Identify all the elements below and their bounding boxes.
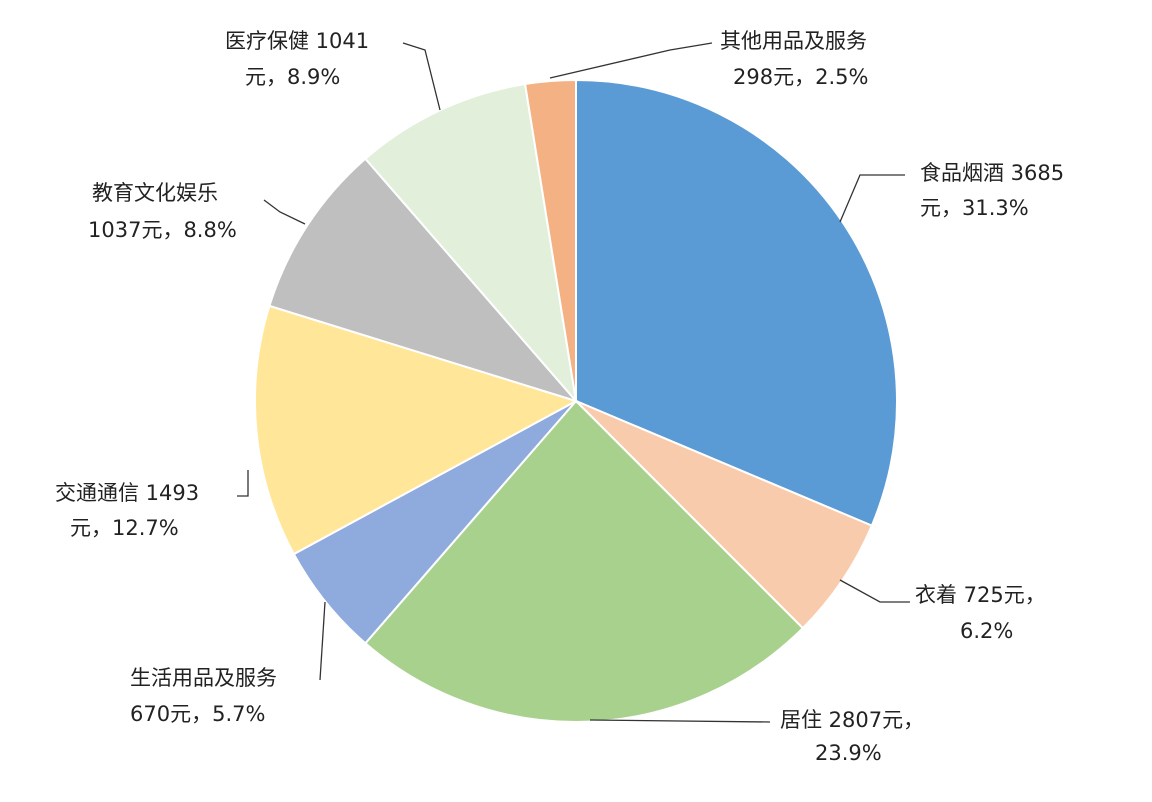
slice-label: 衣着 725元，	[915, 583, 1046, 607]
leader-line	[263, 199, 306, 225]
pie-slice	[268, 157, 580, 403]
leader-line	[589, 719, 771, 723]
slice-label: 元，8.9%	[245, 65, 340, 89]
leader-line	[839, 174, 905, 223]
slice-label: 交通通信 1493	[55, 481, 199, 505]
slice-label: 1037元，8.8%	[88, 218, 237, 242]
slice-label: 食品烟酒 3685	[920, 161, 1064, 185]
slice-label: 元，12.7%	[70, 516, 179, 540]
slice-label: 医疗保健 1041	[225, 29, 369, 53]
slice-label: 其他用品及服务	[720, 29, 867, 53]
slice-label: 元，31.3%	[920, 196, 1029, 220]
pie-slice	[363, 399, 805, 723]
slice-label: 670元，5.7%	[130, 702, 265, 726]
slice-label: 23.9%	[815, 741, 882, 765]
pie-slices	[254, 78, 898, 723]
slice-label: 6.2%	[960, 619, 1013, 643]
leader-line	[319, 601, 326, 681]
pie-slice	[254, 304, 579, 556]
pie-slice	[575, 400, 874, 630]
pie-slice	[363, 82, 578, 405]
slice-label: 298元，2.5%	[733, 65, 868, 89]
leader-lines	[237, 42, 910, 723]
pie-slice	[523, 78, 577, 402]
leader-line	[402, 42, 441, 111]
leader-line	[237, 470, 249, 497]
slice-label: 教育文化娱乐	[92, 181, 218, 205]
leader-line	[839, 579, 910, 603]
leader-line	[549, 42, 713, 79]
slice-label: 居住 2807元，	[780, 708, 924, 732]
pie-slice	[575, 78, 898, 527]
slice-label: 生活用品及服务	[130, 666, 277, 690]
slice-labels: 食品烟酒 3685 元，31.3% 衣着 725元， 6.2% 居住 2807元， 23.…	[55, 29, 1064, 765]
